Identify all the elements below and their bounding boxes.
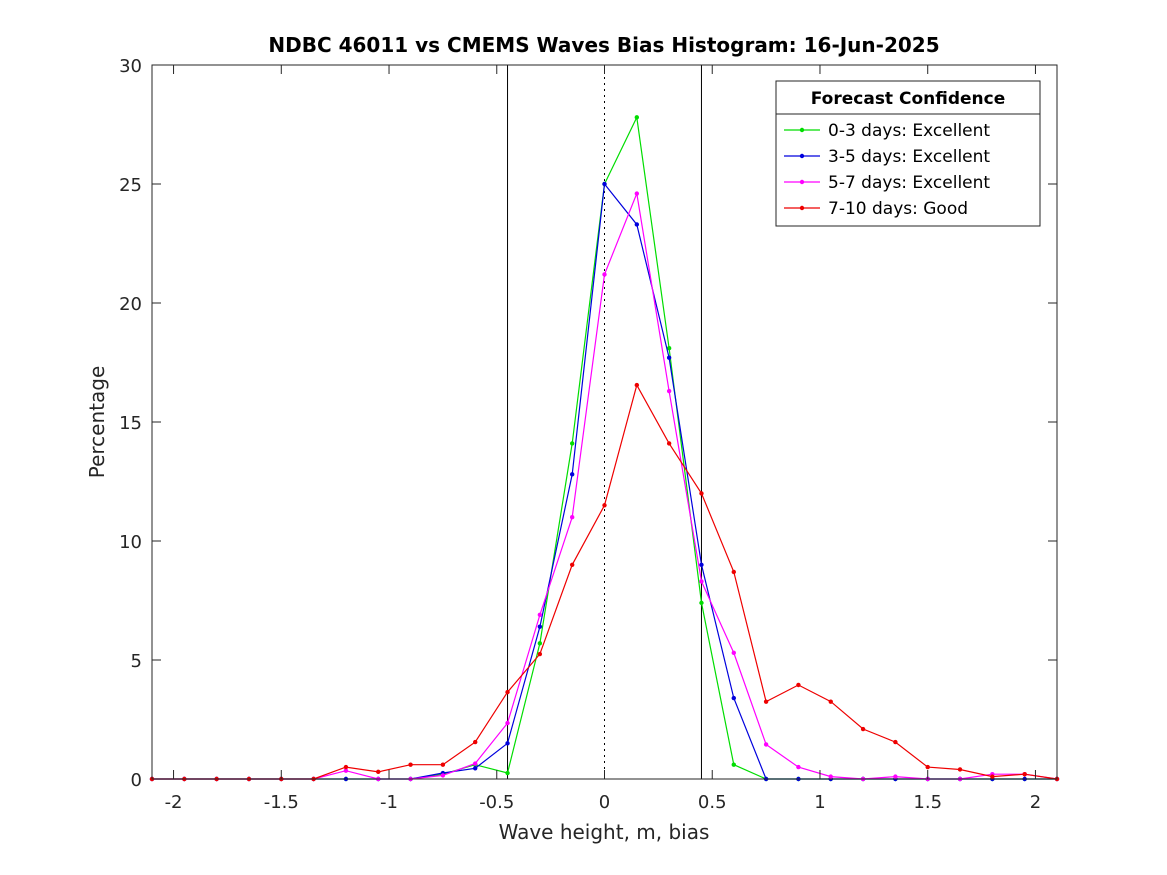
x-axis: -2 -1.5 -1 -0.5 0 0.5 1 1.5 2 [165, 65, 1041, 813]
x-tick-label: 2 [1030, 792, 1041, 813]
series-4-point [505, 689, 510, 695]
series-3-point [440, 773, 446, 778]
series-4-point [376, 769, 381, 775]
series-3-point [666, 388, 672, 394]
legend-items: 0-3 days: Excellent 3-5 days: Excellent 5-… [784, 121, 990, 219]
series-4-point [731, 569, 736, 575]
series-3-point [343, 768, 349, 773]
y-tick-label: 20 [119, 294, 142, 315]
series-3-point [505, 720, 510, 726]
legend-swatch-marker [799, 205, 805, 211]
series-1-point [731, 762, 736, 767]
reference-lines [507, 65, 702, 779]
series-4-point [602, 503, 607, 508]
series-2-point [602, 181, 607, 187]
series-2-point [537, 624, 543, 629]
series-3-point [731, 650, 736, 656]
y-axis-title: Percentage [85, 366, 109, 479]
series-4-point [893, 739, 898, 745]
y-tick-label: 10 [119, 532, 142, 553]
series-3-point [828, 774, 833, 779]
y-tick-label: 0 [131, 770, 142, 791]
series-4-point [569, 562, 575, 567]
legend-label: 7-10 days: Good [828, 199, 968, 219]
legend-swatch-marker [799, 153, 805, 159]
series-2-point [699, 562, 704, 567]
series-4-point [666, 441, 672, 446]
legend-title: Forecast Confidence [811, 89, 1006, 109]
series-4-point [343, 764, 349, 770]
series-1-point [666, 346, 672, 351]
series-4-point [537, 651, 543, 657]
series-3-point [796, 764, 801, 770]
series-4-point [828, 699, 833, 704]
series-4-point [408, 762, 413, 767]
series-3-point [634, 191, 640, 196]
series-3-point [473, 761, 478, 766]
series-2-point [731, 695, 736, 701]
series-4-point [860, 726, 866, 732]
x-tick-label: -1 [380, 792, 398, 813]
series-4-point [990, 774, 995, 779]
x-tick-label: 0.5 [698, 792, 727, 813]
series-1-point [634, 115, 640, 120]
series-3-point [763, 742, 769, 747]
x-tick-label: -2 [165, 792, 183, 813]
y-tick-label: 15 [119, 413, 142, 434]
series-2-point [569, 472, 575, 477]
series-4-point [925, 764, 930, 770]
y-tick-label: 5 [131, 651, 142, 672]
series-3-point [569, 515, 575, 520]
series-2-point [634, 222, 640, 227]
series-3-point [699, 579, 704, 584]
y-tick-label: 25 [119, 175, 142, 196]
legend-label: 0-3 days: Excellent [828, 121, 990, 141]
x-tick-label: -1.5 [264, 792, 299, 813]
series-4-point [1022, 772, 1027, 777]
series-4-point [699, 491, 704, 496]
y-axis: 0 5 10 15 20 25 30 [119, 56, 1057, 791]
series-3-point [537, 612, 543, 617]
x-tick-label: 1.5 [913, 792, 942, 813]
series-3-point [893, 774, 898, 779]
x-tick-label: -0.5 [479, 792, 514, 813]
x-tick-label: 1 [814, 792, 825, 813]
legend-box [775, 80, 1041, 227]
legend-label: 5-7 days: Excellent [828, 173, 990, 193]
legend: Forecast Confidence 0-3 days: Excellent 3… [775, 80, 1041, 227]
series-4-point [796, 682, 801, 688]
series-4-point [473, 739, 478, 745]
series-1-point [569, 441, 575, 446]
chart-title: NDBC 46011 vs CMEMS Waves Bias Histogram… [268, 33, 939, 57]
legend-swatch-marker [799, 127, 805, 133]
legend-swatch-marker [799, 179, 805, 185]
series-2-point [505, 741, 510, 746]
series-4-point [763, 699, 769, 704]
y-tick-label: 30 [119, 56, 142, 77]
series-2-point [666, 355, 672, 360]
x-axis-title: Wave height, m, bias [499, 820, 710, 844]
series-4-point [440, 762, 446, 767]
series-3-point [602, 272, 607, 277]
series-4-point [957, 767, 963, 772]
series-2-point [473, 766, 478, 771]
series-1-point [699, 600, 704, 606]
series-1-point [505, 770, 510, 776]
series-4-point [634, 382, 640, 388]
series-1-point [537, 641, 543, 646]
legend-label: 3-5 days: Excellent [828, 147, 990, 167]
x-tick-label: 0 [599, 792, 610, 813]
